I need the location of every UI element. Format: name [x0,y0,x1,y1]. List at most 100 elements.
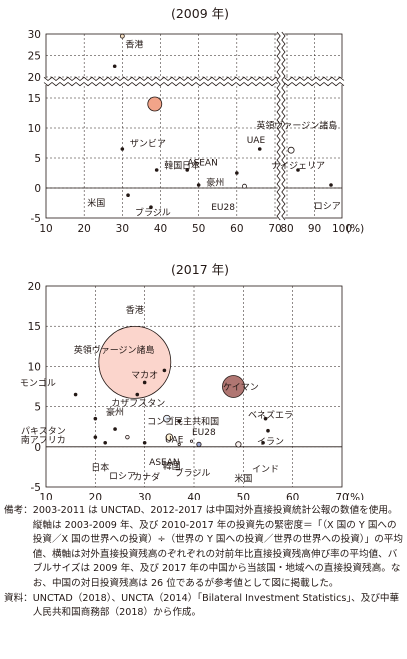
chart-2017-point-マカオ [142,380,147,385]
notes: 備考： 2003-2011 は UNCTAD、2012-2017 は中国対外直接… [4,504,404,621]
chart-2017-label-カザフスタン: カザフスタン [111,398,165,409]
chart-2009-point-ブラジル [149,205,153,209]
chart-2017-point-カザフスタン [135,392,140,397]
chart-2009-label-日本: 日本 [182,160,200,172]
chart-2017-point-モンゴル [73,392,78,397]
chart-2009-point-uae [257,147,262,151]
chart-2009-y-break-line [43,81,345,87]
chart-2017-point-パキスタン [93,416,98,421]
note-source-label: 資料： [4,592,33,604]
chart-2017-point-南アフリカ [93,435,98,439]
chart-2017-label-カナダ: カナダ [133,471,160,483]
chart-2017-x-tick-label: 40 [187,492,200,500]
chart-2017-label-英領ヴァージン諸島: 英領ヴァージン諸島 [74,344,155,356]
chart-2009-label-英領ヴァージン諸島: 英領ヴァージン諸島 [256,120,337,132]
chart-2009-point-ロシア [329,183,333,187]
chart-2017-point-コンゴ民主共和国 [177,419,181,423]
chart-2017-label-uae: UAE [165,435,184,445]
chart-2009-y-tick-label: 25 [28,51,41,63]
chart-2017-label-ブラジル: ブラジル [175,467,211,479]
chart-2009-x-tick-label: 30 [116,223,129,235]
chart-2009-label-eu28: EU28 [211,203,235,213]
chart-2009-point-豪州 [196,183,201,187]
chart-2017-y-tick-label: 10 [28,361,41,373]
chart-2009-x-tick-label: 70 [268,223,281,235]
chart-2009-label-uae: UAE [247,136,266,146]
chart-2017-x-tick-label: 30 [138,492,151,500]
chart-2017-point-香港 [98,325,172,399]
chart-2009-x-break-gap [277,32,285,222]
chart-2009-point-香港 [147,96,163,112]
chart-2009-point-日本 [185,168,190,172]
chart-2009-point-ザンビア [120,147,125,151]
chart-2009-x-tick-label: 10 [39,223,52,235]
chart-2009-x-break-line [276,31,281,221]
chart-2017-point-日本 [103,440,107,445]
chart-2009-x-unit-label: (%) [346,223,364,235]
note-remarks-text: 2003-2011 は UNCTAD、2012-2017 は中国対外直接投資統計… [32,505,403,589]
chart-2017-point-ロシア [125,434,130,440]
chart-2009-y-tick-label: 0 [34,183,41,195]
chart-2017-point-豪州 [113,427,117,431]
chart-2009-y-tick-label: 15 [28,93,41,105]
chart-2017-point-eu28 [196,441,202,447]
chart-2009-x-tick-label: 80 [280,223,293,235]
chart-2017-label-インド: インド [252,465,279,475]
chart-2017-label-マカオ: マカオ [131,370,158,381]
chart-2017-point-asean [165,433,174,441]
chart-2017-label-asean: ASEAN [149,458,179,468]
note-source-text: UNCTAD（2018）、UNCTA（2014）「Bilateral Inves… [32,592,400,619]
chart-2009-x-tick-label: 50 [192,223,205,235]
chart-2009-y-tick-label: 10 [28,123,41,135]
chart-2017-label-ケイマン: ケイマン [223,382,259,393]
chart-2009-point-韓国 [154,168,159,172]
note-remarks-label: 備考： [4,505,33,516]
chart-2017-label-ベネズエラ: ベネズエラ [248,409,293,421]
chart-2017-point-韓国 [177,442,181,446]
chart-2009-y-tick-label: -5 [31,213,41,225]
chart-2017-label-南アフリカ: 南アフリカ [21,434,66,446]
chart-2009-y-break-line [43,76,345,82]
chart-2017-title: (2017 年) [171,262,229,277]
chart-2017-label-米国: 米国 [234,473,252,485]
chart-2009-label-豪州: 豪州 [206,177,224,189]
chart-2009-point-英領ヴァージン諸島 [287,146,295,154]
chart-2017-point-uae [163,414,171,423]
chart-2017-label-パキスタン: パキスタン [21,426,66,437]
chart-2017-y-tick-label: 15 [28,321,41,333]
chart-2009-y-tick-label: 30 [28,29,41,41]
chart-2009-x-tick-label: 90 [308,223,321,235]
chart-2009-label-ブラジル: ブラジル [135,207,171,219]
chart-2017-label-イラン: イラン [257,437,284,448]
chart-2017-x-tick-label: 60 [286,492,299,500]
chart-2017-x-tick-label: 50 [237,492,250,500]
chart-2009-x-tick-label: 100 [332,223,352,235]
chart-2009-label-asean: ASEAN [187,159,217,169]
chart-2009-label-ロシア: ロシア [314,202,341,212]
chart-2017-x-tick-label: 10 [39,492,52,500]
chart-2017-point-英領ヴァージン諸島 [162,368,167,373]
chart-2009-x-break-line [281,31,286,221]
chart-2009-y-break-gap [44,78,344,85]
chart-2009: 302520151050-5102030405060708090100(%)ケイ… [28,29,365,235]
chart-2009-point-マカオ [112,64,117,69]
chart-2009-y-tick-label: 5 [34,153,41,165]
note-remarks: 備考： 2003-2011 は UNCTAD、2012-2017 は中国対外直接… [4,504,404,592]
chart-2009-point-ナイジェリア [296,168,300,172]
chart-2009-point-ケイマン [119,33,125,39]
chart-2009-x-tick-label: 40 [154,223,167,235]
chart-2017-point-イラン [266,428,270,433]
chart-2009-x-tick-label: 20 [77,223,90,235]
chart-2017-label-eu28: EU28 [192,428,216,438]
chart-2017-label-豪州: 豪州 [106,406,124,418]
chart-2009-label-ザンビア: ザンビア [130,139,166,150]
chart-2009-x-tick-label: 60 [230,223,243,235]
chart-2017-point-ベネズエラ [263,416,268,421]
chart-2017-y-tick-label: -5 [31,482,41,494]
chart-2017-label-コンゴ民主共和国: コンゴ民主共和国 [147,416,219,428]
chart-2017-x-tick-label: 20 [89,492,102,500]
chart-2017-label-モンゴル: モンゴル [20,377,56,389]
